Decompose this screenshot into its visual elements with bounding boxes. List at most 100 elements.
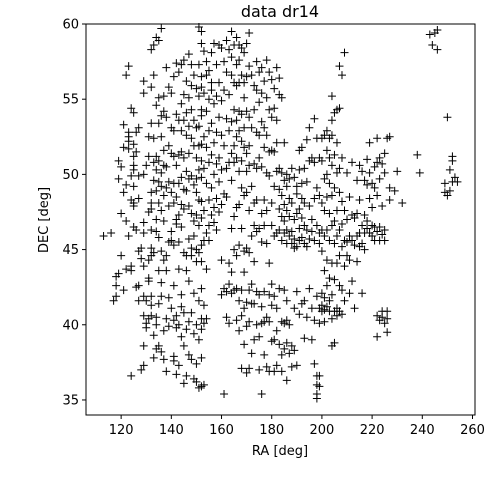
data-point <box>335 252 343 260</box>
data-point <box>170 282 178 290</box>
data-point <box>270 104 278 112</box>
data-point <box>303 313 311 321</box>
data-point <box>260 143 268 151</box>
data-point <box>343 216 351 224</box>
data-point <box>320 318 328 326</box>
data-point <box>340 262 348 270</box>
data-point <box>125 62 133 70</box>
data-point <box>200 206 208 214</box>
data-point <box>162 367 170 375</box>
data-point <box>150 134 158 142</box>
data-point <box>238 184 246 192</box>
data-point <box>202 265 210 273</box>
data-point <box>195 61 203 69</box>
data-point <box>258 390 266 398</box>
data-point <box>202 179 210 187</box>
data-point <box>177 100 185 108</box>
data-point <box>383 307 391 315</box>
data-point <box>381 169 389 177</box>
data-point <box>207 49 215 57</box>
data-point <box>235 297 243 305</box>
data-point <box>323 282 331 290</box>
data-point <box>263 94 271 102</box>
data-point <box>260 196 268 204</box>
data-point <box>157 25 165 33</box>
data-point <box>310 360 318 368</box>
data-point <box>243 40 251 48</box>
data-point <box>335 62 343 70</box>
data-point <box>283 297 291 305</box>
data-point <box>152 216 160 224</box>
data-point <box>238 364 246 372</box>
data-point <box>270 292 278 300</box>
data-point <box>140 229 148 237</box>
data-point <box>145 152 153 160</box>
data-point <box>205 95 213 103</box>
data-point <box>207 211 215 219</box>
data-point <box>197 285 205 293</box>
data-point <box>157 206 165 214</box>
data-point <box>207 79 215 87</box>
data-point <box>190 330 198 338</box>
data-point <box>225 127 233 135</box>
data-point <box>160 146 168 154</box>
data-point <box>100 232 108 240</box>
data-point <box>265 259 273 267</box>
data-point <box>310 115 318 123</box>
data-point <box>187 209 195 217</box>
data-point <box>351 304 359 312</box>
data-point <box>155 267 163 275</box>
data-point <box>426 31 434 39</box>
data-point <box>130 182 138 190</box>
data-point <box>187 309 195 317</box>
data-point <box>220 390 228 398</box>
data-point <box>270 85 278 93</box>
data-point <box>215 79 223 87</box>
data-point <box>328 191 336 199</box>
data-point <box>393 167 401 175</box>
data-point <box>230 106 238 114</box>
data-point <box>122 217 130 225</box>
data-point <box>308 228 316 236</box>
data-point <box>343 169 351 177</box>
data-point <box>182 77 190 85</box>
data-point <box>195 166 203 174</box>
data-point <box>330 184 338 192</box>
data-point <box>207 86 215 94</box>
data-point <box>180 342 188 350</box>
data-point <box>443 113 451 121</box>
data-point <box>258 163 266 171</box>
data-point <box>147 119 155 127</box>
data-point <box>305 235 313 243</box>
data-point <box>140 170 148 178</box>
data-point <box>328 116 336 124</box>
x-tick-label: 220 <box>360 423 385 438</box>
x-tick-label: 140 <box>159 423 184 438</box>
data-point <box>155 300 163 308</box>
data-point <box>295 166 303 174</box>
data-point <box>155 119 163 127</box>
data-point <box>338 71 346 79</box>
data-point <box>298 214 306 222</box>
data-point <box>366 139 374 147</box>
data-point <box>228 176 236 184</box>
data-point <box>170 357 178 365</box>
data-point <box>125 232 133 240</box>
data-point <box>125 133 133 141</box>
data-point <box>313 184 321 192</box>
data-point <box>353 258 361 266</box>
data-point <box>283 376 291 384</box>
data-point <box>167 304 175 312</box>
data-point <box>157 292 165 300</box>
data-point <box>207 151 215 159</box>
data-point <box>197 73 205 81</box>
data-point <box>268 199 276 207</box>
data-point <box>190 289 198 297</box>
data-point <box>180 116 188 124</box>
data-point <box>197 258 205 266</box>
data-point <box>381 149 389 157</box>
data-point <box>150 331 158 339</box>
data-point <box>260 77 268 85</box>
data-point <box>122 71 130 79</box>
data-point <box>233 34 241 42</box>
